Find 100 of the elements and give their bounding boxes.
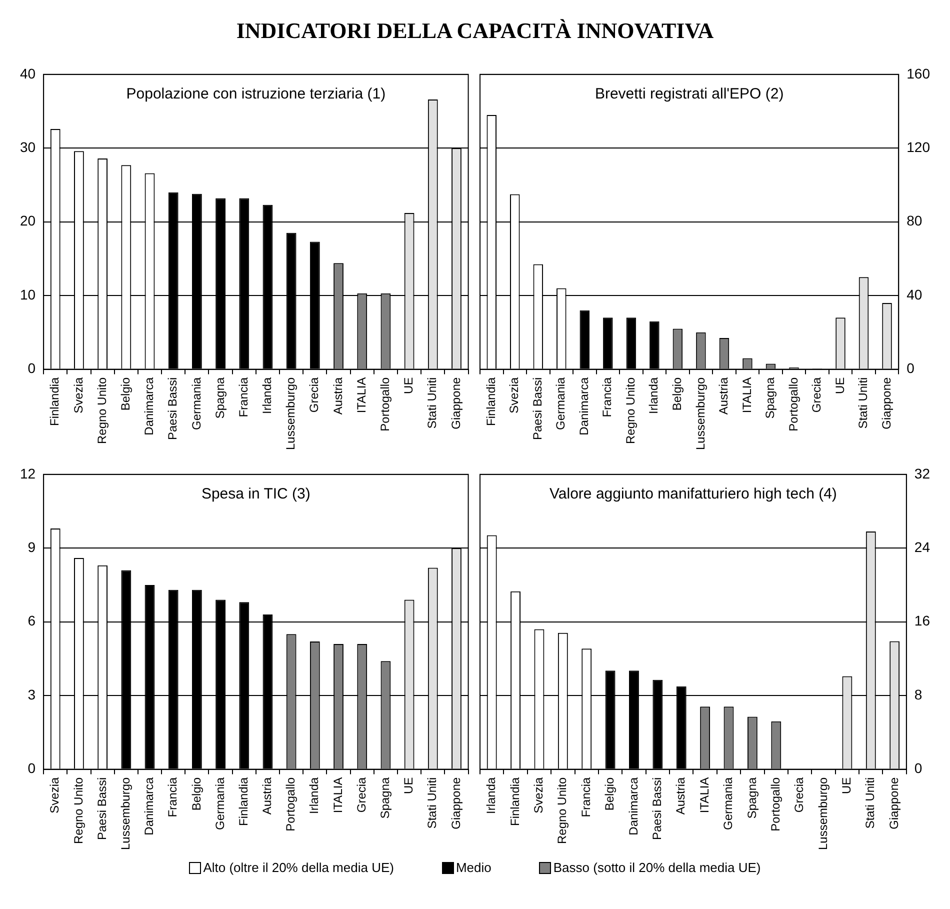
x-tick-label: Giappone [448,776,463,830]
x-tick-label: UE [840,777,854,794]
x-tick-label: Germania [721,776,736,830]
y2-tick-label: 80 [906,212,922,229]
x-tick-label: UE [832,377,847,394]
x-tick-label: Finlandia [508,776,522,826]
x-tick-label: Germania [554,376,568,430]
x-tick-label: Svezia [71,376,86,414]
x-tick-label: Danimarca [142,376,156,436]
x-tick-label: Regno Unito [71,776,86,844]
y2-tick-label: 24 [914,538,930,555]
text: Valore aggiunto manifatturiero high tech (4) [550,486,837,503]
x-tick-label: Francia [166,776,180,818]
x-tick-label: Giappone [448,376,463,430]
legend-label: Medio [456,860,492,875]
x-tick-label: Finlandia [48,376,62,426]
y2-tick-label: 120 [906,138,930,155]
x-tick-label: Spagna [212,376,227,419]
x-tick-label: Regno Unito [94,376,109,444]
y-tick-label: 40 [20,65,36,82]
x-tick-label: Irlanda [307,776,322,814]
x-tick-label: Austria [330,376,345,415]
y2-tick-label: 0 [914,760,922,776]
x-tick-label: Irlanda [646,376,661,414]
x-tick-label: Regno Unito [555,776,570,844]
text: Popolazione con istruzione terziaria (1) [126,86,386,103]
x-tick-label: Svezia [48,776,62,814]
x-tick-label: Spagna [763,376,778,419]
x-tick-label: Portogallo [284,776,298,832]
x-tick-label: Belgio [670,376,684,411]
x-tick-label: Germania [212,776,227,830]
x-tick-label: Grecia [307,376,322,413]
y2-tick-label: 40 [906,286,922,302]
y-tick-label: 9 [28,538,36,555]
x-tick-label: Austria [260,776,274,815]
x-tick-label: Svezia [507,376,522,414]
x-tick-label: Finlandia [484,376,498,426]
x-tick-label: Irlanda [260,376,274,414]
x-tick-label: UE [402,377,416,394]
x-tick-label: Danimarca [626,776,640,836]
legend-label: Basso (sotto il 20% della media UE) [553,860,761,875]
x-tick-label: Belgio [118,376,132,411]
x-tick-label: Lussemburgo [816,776,830,850]
x-tick-label: Grecia [810,376,824,413]
y2-tick-label: 8 [914,686,922,702]
y-tick-label: 10 [20,286,36,302]
x-tick-label: Belgio [602,776,617,811]
x-tick-label: Grecia [792,776,806,813]
x-tick-label: ITALIA [330,777,345,814]
y-tick-label: 0 [28,760,36,776]
chart-title: INDICATORI DELLA CAPACITÀ INNOVATIVA [235,18,715,44]
x-tick-label: ITALIA [697,777,712,814]
y-tick-label: 20 [20,212,36,229]
y2-tick-label: 16 [914,612,930,629]
legend-label: Alto (oltre il 20% della media UE) [203,860,394,875]
x-tick-label: Portogallo [768,776,782,832]
y-tick-label: 6 [28,612,36,629]
y-tick-label: 12 [20,465,36,482]
x-tick-label: Paesi Bassi [166,377,180,440]
x-tick-label: Giappone [886,776,901,830]
y2-tick-label: 32 [914,465,930,482]
x-tick-label: Francia [578,776,593,818]
x-tick-label: Svezia [532,776,546,814]
x-tick-label: Lussemburgo [693,376,708,450]
x-tick-label: Grecia [354,776,368,813]
x-tick-label: Regno Unito [623,376,638,444]
text: Brevetti registrati all'EPO (2) [594,86,784,103]
x-tick-label: Germania [189,376,204,430]
x-tick-label: Belgio [189,776,204,811]
x-tick-label: Lussemburgo [118,776,132,850]
x-tick-label: Irlanda [484,776,498,814]
x-tick-label: Portogallo [786,376,800,432]
y-tick-label: 0 [28,360,36,376]
x-tick-label: Portogallo [378,376,392,432]
x-tick-label: Stati Uniti [863,777,878,829]
x-tick-label: Francia [236,376,250,418]
y2-tick-label: 0 [906,360,915,376]
text: Spesa in TIC (3) [201,486,310,503]
x-tick-label: Stati Uniti [856,377,870,429]
x-tick-label: Danimarca [576,376,591,436]
x-tick-label: Spagna [744,776,759,819]
x-tick-label: ITALIA [354,377,368,414]
x-tick-label: Spagna [378,776,392,819]
x-tick-label: Austria [674,776,688,815]
y2-tick-label: 160 [906,65,930,82]
x-tick-label: Stati Uniti [425,777,440,829]
x-tick-label: Paesi Bassi [650,777,664,840]
x-tick-label: Paesi Bassi [94,777,109,840]
x-tick-label: Giappone [879,376,894,430]
x-tick-label: Stati Uniti [425,377,440,429]
x-tick-label: Francia [600,376,614,418]
x-tick-label: UE [402,777,416,794]
x-tick-label: Paesi Bassi [530,377,544,440]
x-tick-label: Finlandia [236,776,250,826]
x-tick-label: ITALIA [740,377,754,414]
x-tick-label: Austria [716,376,731,415]
x-tick-label: Danimarca [142,776,156,836]
y-tick-label: 3 [28,686,36,702]
x-tick-label: Lussemburgo [284,376,298,450]
y-tick-label: 30 [20,138,36,155]
